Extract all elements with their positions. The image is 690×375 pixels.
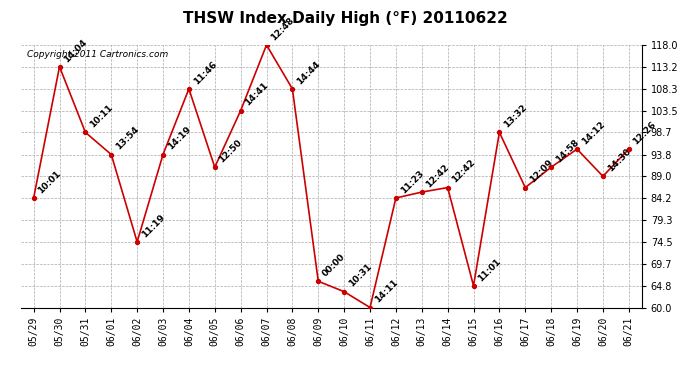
Point — [468, 283, 479, 289]
Point — [287, 86, 298, 92]
Text: 13:54: 13:54 — [114, 125, 141, 152]
Text: 14:58: 14:58 — [554, 138, 580, 164]
Point — [391, 195, 402, 201]
Point — [364, 304, 375, 310]
Text: 12:50: 12:50 — [217, 138, 244, 164]
Text: 11:01: 11:01 — [476, 256, 503, 283]
Text: 14:12: 14:12 — [580, 120, 607, 146]
Text: 11:23: 11:23 — [399, 169, 425, 195]
Text: 12:48: 12:48 — [269, 15, 296, 42]
Point — [494, 129, 505, 135]
Text: 14:30: 14:30 — [606, 147, 632, 174]
Text: 14:04: 14:04 — [62, 37, 89, 64]
Text: 14:19: 14:19 — [166, 125, 193, 152]
Text: 12:09: 12:09 — [528, 158, 555, 185]
Point — [313, 278, 324, 284]
Text: 12:26: 12:26 — [631, 120, 658, 146]
Point — [54, 64, 65, 70]
Point — [106, 152, 117, 157]
Text: THSW Index Daily High (°F) 20110622: THSW Index Daily High (°F) 20110622 — [183, 11, 507, 26]
Text: 12:42: 12:42 — [424, 163, 451, 189]
Text: 10:01: 10:01 — [37, 169, 63, 195]
Point — [442, 184, 453, 190]
Point — [520, 184, 531, 190]
Point — [132, 239, 143, 245]
Text: Copyright 2011 Cartronics.com: Copyright 2011 Cartronics.com — [27, 50, 168, 59]
Point — [339, 289, 350, 295]
Point — [571, 146, 582, 152]
Point — [546, 164, 557, 170]
Text: 14:41: 14:41 — [244, 81, 270, 108]
Text: 14:44: 14:44 — [295, 59, 322, 86]
Text: 11:19: 11:19 — [140, 212, 166, 239]
Point — [184, 86, 195, 92]
Text: 00:00: 00:00 — [321, 252, 347, 279]
Text: 12:42: 12:42 — [451, 158, 477, 185]
Text: 10:11: 10:11 — [88, 103, 115, 130]
Point — [28, 195, 39, 201]
Point — [235, 108, 246, 114]
Point — [416, 189, 427, 195]
Point — [80, 129, 91, 135]
Text: 10:31: 10:31 — [347, 262, 373, 289]
Text: 13:32: 13:32 — [502, 103, 529, 130]
Point — [157, 152, 168, 157]
Point — [261, 42, 272, 48]
Point — [598, 173, 609, 179]
Text: 11:46: 11:46 — [192, 59, 218, 86]
Point — [209, 164, 220, 170]
Text: 14:11: 14:11 — [373, 278, 400, 305]
Point — [623, 146, 634, 152]
